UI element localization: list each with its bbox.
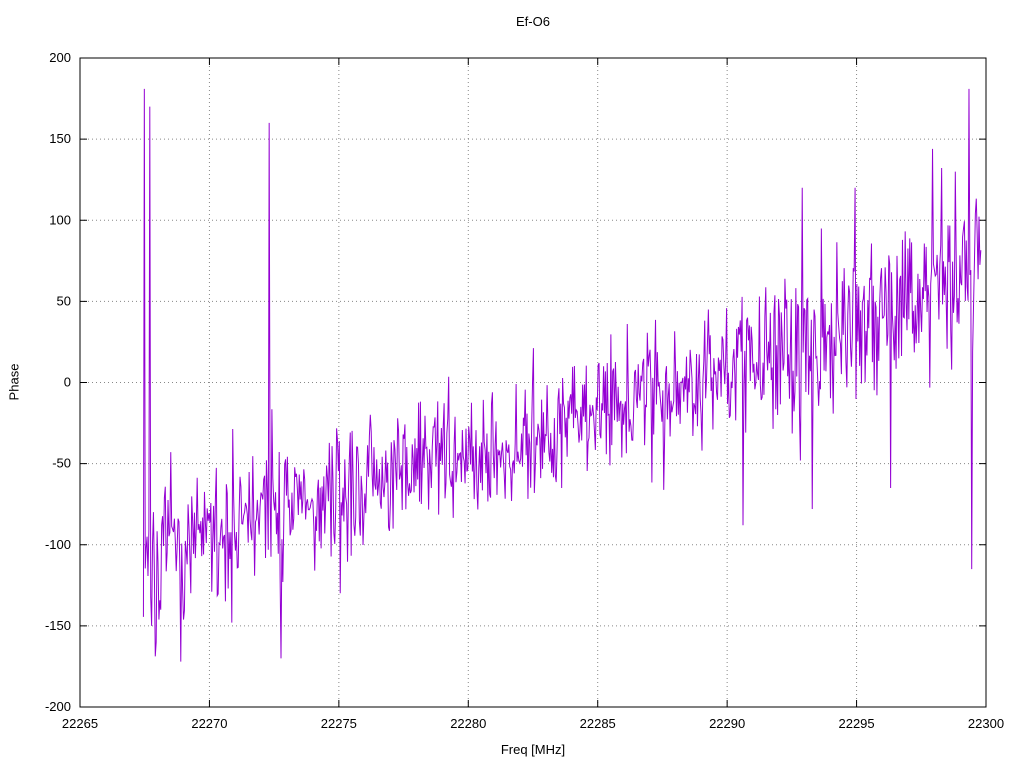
y-tick-label: 50 xyxy=(57,293,71,308)
y-axis-label: Phase xyxy=(6,363,22,401)
x-tick-label: 22270 xyxy=(191,716,227,731)
tick-labels: 22265 22270 22275 22280 22285 22290 22295 22300… xyxy=(45,50,1004,731)
y-tick-label: -100 xyxy=(45,537,71,552)
x-tick-label: 22285 xyxy=(580,716,616,731)
y-tick-label: -150 xyxy=(45,618,71,633)
y-tick-label: -50 xyxy=(52,456,71,471)
y-tick-label: 100 xyxy=(49,212,71,227)
x-tick-label: 22290 xyxy=(709,716,745,731)
y-tick-label: 150 xyxy=(49,131,71,146)
phase-series-line xyxy=(142,88,982,662)
x-tick-label: 22280 xyxy=(450,716,486,731)
x-tick-label: 22265 xyxy=(62,716,98,731)
x-tick-label: 22275 xyxy=(321,716,357,731)
x-tick-label: 22300 xyxy=(968,716,1004,731)
chart-title: Ef-O6 xyxy=(516,14,550,29)
x-tick-label: 22295 xyxy=(838,716,874,731)
x-axis-label: Freq [MHz] xyxy=(500,742,566,757)
y-tick-label: 200 xyxy=(49,50,71,65)
y-tick-label: 0 xyxy=(64,375,71,390)
y-tick-label: -200 xyxy=(45,699,71,714)
plot-border xyxy=(79,57,987,708)
